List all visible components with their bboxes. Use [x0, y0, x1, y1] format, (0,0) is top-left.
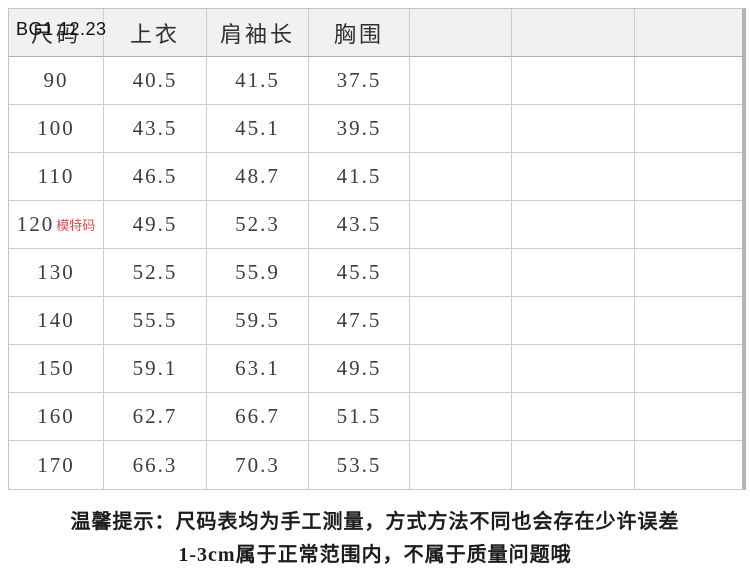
empty-cell	[410, 201, 512, 249]
empty-cell	[635, 249, 742, 297]
empty-cell	[512, 249, 635, 297]
table-row: 140 55.5 59.5 47.5	[9, 297, 742, 345]
col-header-chest: 胸围	[309, 9, 410, 57]
empty-cell	[635, 393, 742, 441]
top-length-cell: 46.5	[104, 153, 207, 201]
size-chart-table: 尺码 上衣 肩袖长 胸围 90 40.5 41.5 37.5 100 43.5 …	[8, 8, 746, 490]
chest-cell: 47.5	[309, 297, 410, 345]
shoulder-sleeve-cell: 55.9	[207, 249, 309, 297]
shoulder-sleeve-cell: 59.5	[207, 297, 309, 345]
top-length-cell: 55.5	[104, 297, 207, 345]
empty-cell	[635, 441, 742, 489]
empty-cell	[512, 393, 635, 441]
empty-cell	[410, 105, 512, 153]
top-length-cell: 59.1	[104, 345, 207, 393]
top-length-cell: 49.5	[104, 201, 207, 249]
top-length-cell: 52.5	[104, 249, 207, 297]
empty-cell	[410, 153, 512, 201]
empty-cell	[512, 201, 635, 249]
empty-cell	[635, 105, 742, 153]
footer-note-line2: 1-3cm属于正常范围内，不属于质量问题哦	[178, 544, 572, 566]
shoulder-sleeve-cell: 66.7	[207, 393, 309, 441]
chest-cell: 37.5	[309, 57, 410, 105]
col-header-empty-3	[635, 9, 742, 57]
table-row: 130 52.5 55.9 45.5	[9, 249, 742, 297]
watermark-code: BG1 12.23	[16, 19, 107, 39]
empty-cell	[512, 297, 635, 345]
empty-cell	[410, 249, 512, 297]
size-cell: 130	[9, 249, 104, 297]
empty-cell	[635, 201, 742, 249]
size-cell: 170	[9, 441, 104, 489]
shoulder-sleeve-cell: 52.3	[207, 201, 309, 249]
empty-cell	[635, 57, 742, 105]
chest-cell: 49.5	[309, 345, 410, 393]
empty-cell	[410, 57, 512, 105]
empty-cell	[410, 393, 512, 441]
chest-cell: 53.5	[309, 441, 410, 489]
top-length-cell: 66.3	[104, 441, 207, 489]
table-row: 160 62.7 66.7 51.5	[9, 393, 742, 441]
col-header-shoulder-sleeve: 肩袖长	[207, 9, 309, 57]
table-row: 170 66.3 70.3 53.5	[9, 441, 742, 489]
empty-cell	[512, 105, 635, 153]
empty-cell	[410, 441, 512, 489]
size-cell: 120 模特码	[9, 201, 104, 249]
empty-cell	[635, 345, 742, 393]
chest-cell: 43.5	[309, 201, 410, 249]
col-header-empty-1	[410, 9, 512, 57]
table-row: 100 43.5 45.1 39.5	[9, 105, 742, 153]
empty-cell	[512, 57, 635, 105]
chest-cell: 39.5	[309, 105, 410, 153]
table-row: 110 46.5 48.7 41.5	[9, 153, 742, 201]
size-cell: 110	[9, 153, 104, 201]
empty-cell	[512, 441, 635, 489]
empty-cell	[635, 153, 742, 201]
chest-cell: 41.5	[309, 153, 410, 201]
footer-note-line1: 温馨提示：尺码表均为手工测量，方式方法不同也会存在少许误差	[70, 511, 680, 533]
size-value: 120	[16, 212, 55, 236]
top-length-cell: 62.7	[104, 393, 207, 441]
shoulder-sleeve-cell: 48.7	[207, 153, 309, 201]
col-header-empty-2	[512, 9, 635, 57]
empty-cell	[410, 297, 512, 345]
top-length-cell: 40.5	[104, 57, 207, 105]
empty-cell	[512, 345, 635, 393]
table-row: 90 40.5 41.5 37.5	[9, 57, 742, 105]
empty-cell	[512, 153, 635, 201]
shoulder-sleeve-cell: 45.1	[207, 105, 309, 153]
chest-cell: 45.5	[309, 249, 410, 297]
empty-cell	[635, 297, 742, 345]
size-cell: 140	[9, 297, 104, 345]
size-cell: 150	[9, 345, 104, 393]
table-row-model-size: 120 模特码 49.5 52.3 43.5	[9, 201, 742, 249]
top-length-cell: 43.5	[104, 105, 207, 153]
size-cell: 160	[9, 393, 104, 441]
table-row: 150 59.1 63.1 49.5	[9, 345, 742, 393]
chest-cell: 51.5	[309, 393, 410, 441]
size-cell: 100	[9, 105, 104, 153]
shoulder-sleeve-cell: 63.1	[207, 345, 309, 393]
size-cell: 90	[9, 57, 104, 105]
model-size-note: 模特码	[56, 218, 96, 233]
shoulder-sleeve-cell: 41.5	[207, 57, 309, 105]
table-header-row: 尺码 上衣 肩袖长 胸围	[9, 9, 742, 57]
col-header-size: 尺码	[9, 9, 104, 57]
empty-cell	[410, 345, 512, 393]
shoulder-sleeve-cell: 70.3	[207, 441, 309, 489]
col-header-top: 上衣	[104, 9, 207, 57]
footer-note: 温馨提示：尺码表均为手工测量，方式方法不同也会存在少许误差 1-3cm属于正常范…	[0, 506, 750, 572]
